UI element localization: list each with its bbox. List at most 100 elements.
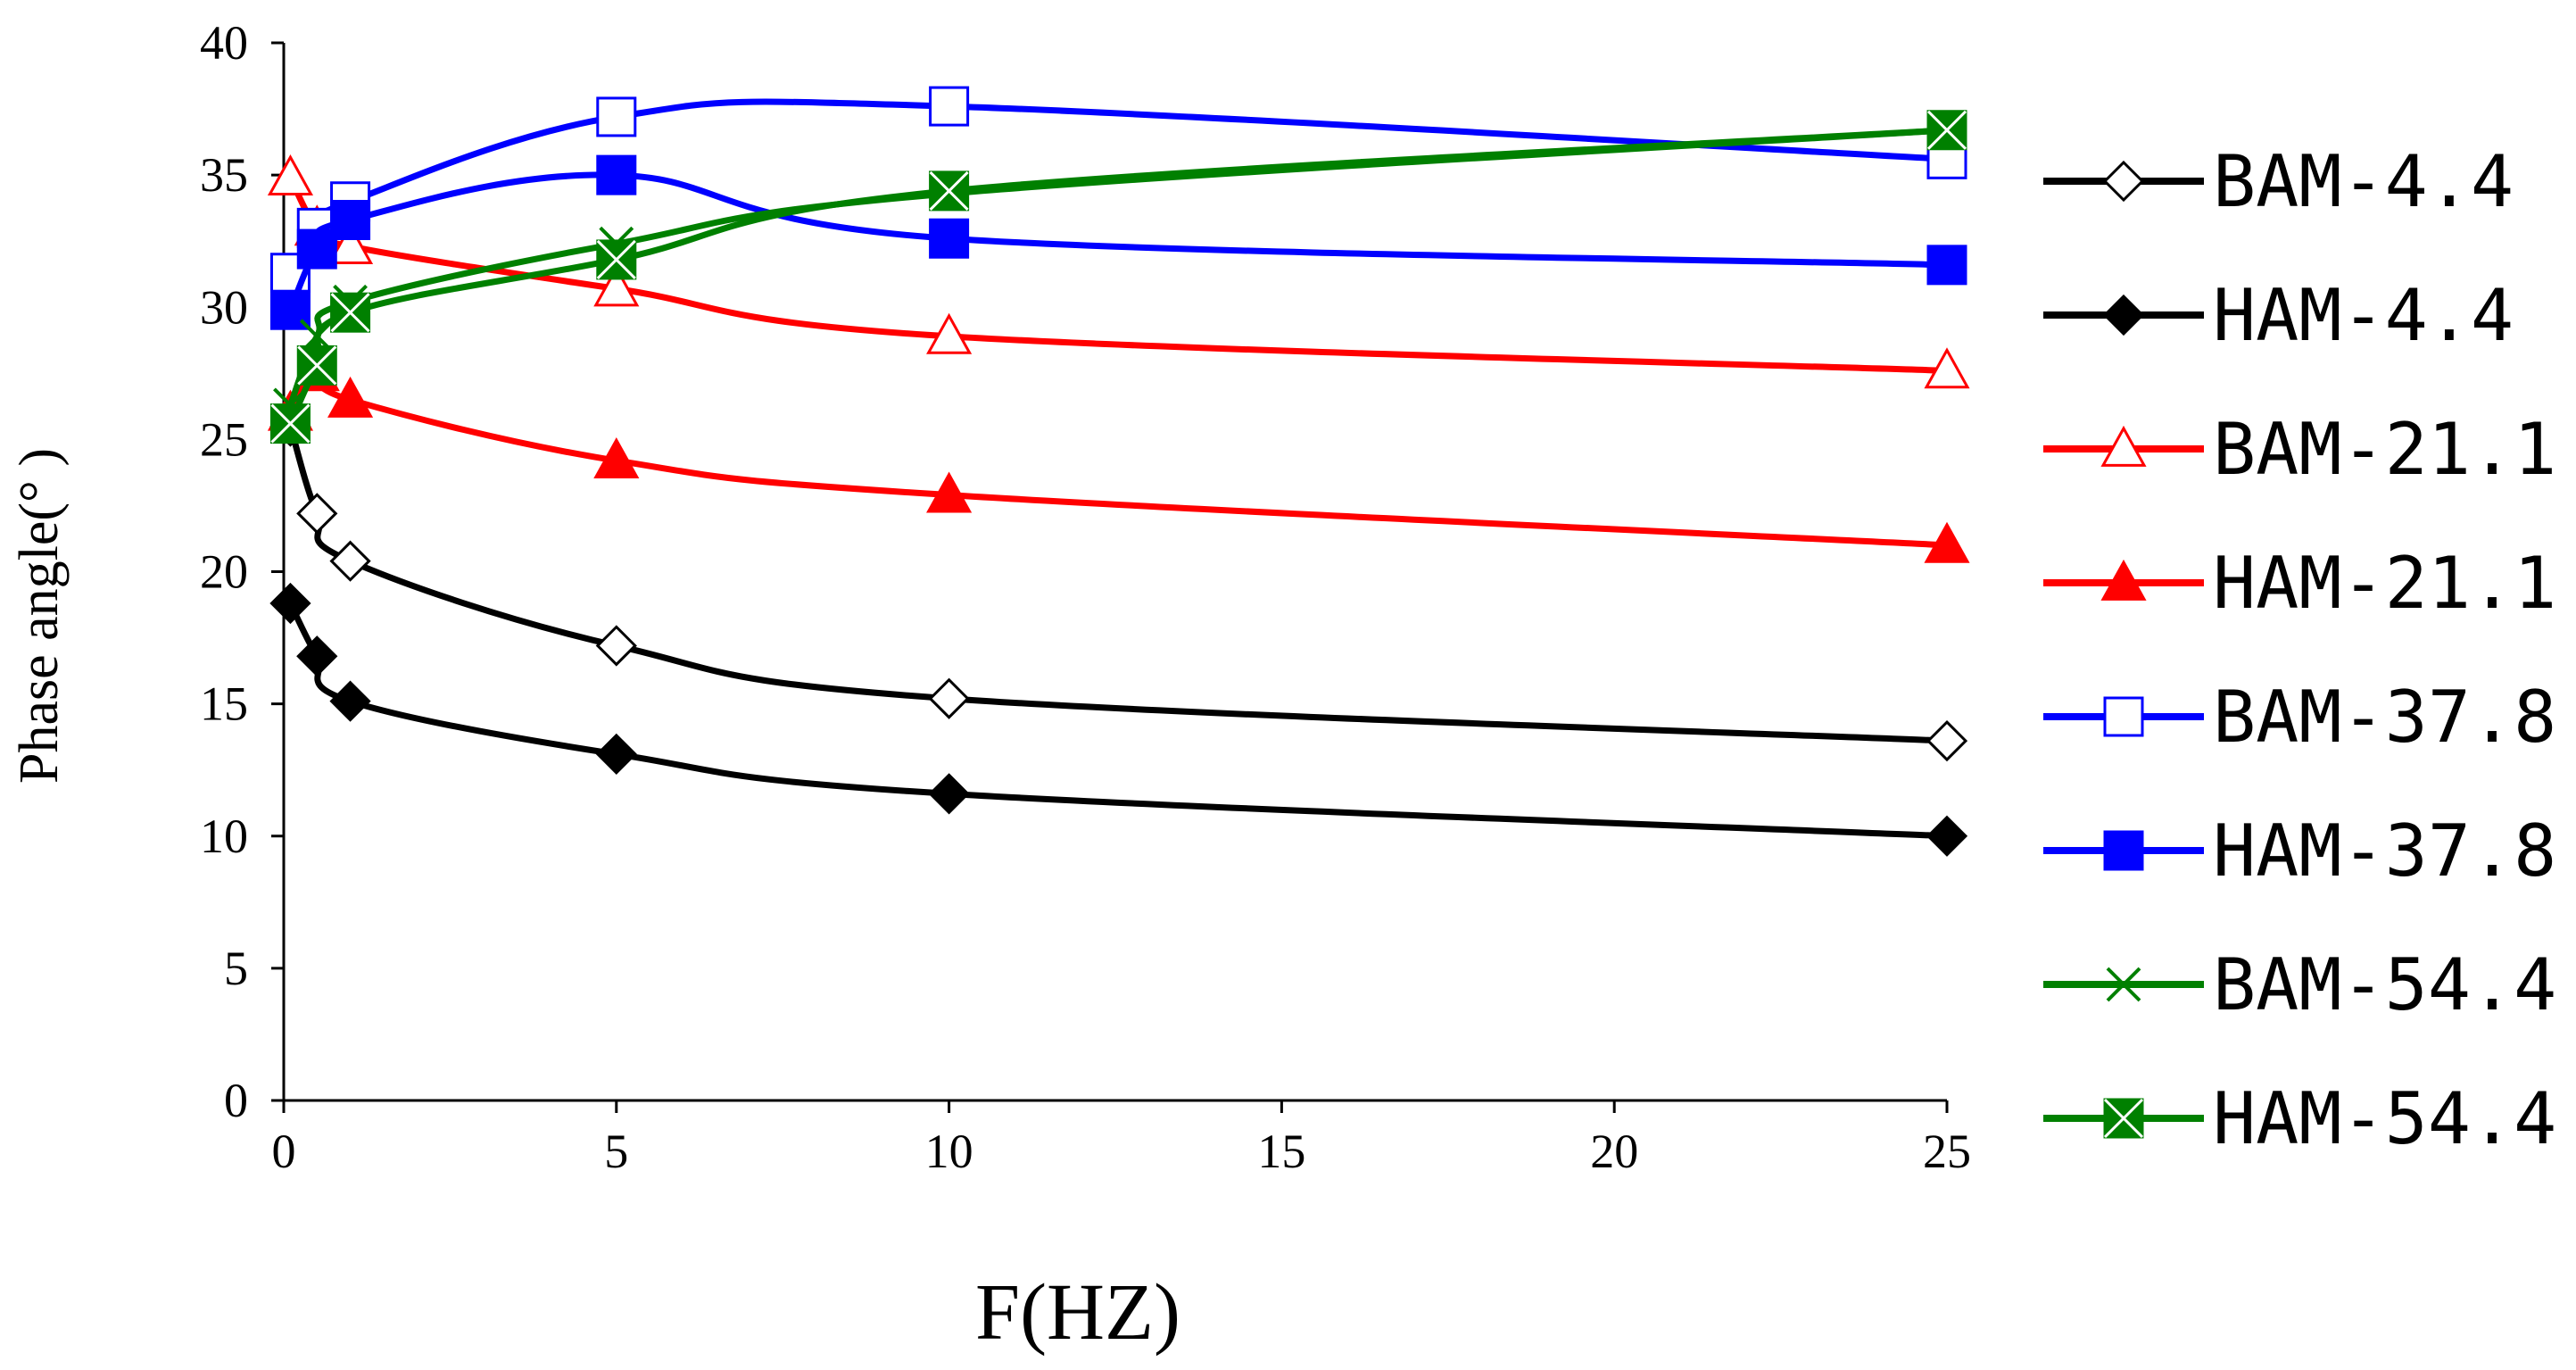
series-line	[287, 171, 1948, 311]
series-line	[287, 602, 1948, 840]
data-point	[330, 199, 371, 240]
data-point	[593, 265, 640, 307]
data-point	[1926, 110, 1967, 151]
y-ticks: 0 5 10 15 20 25 30 35 40	[200, 16, 284, 1127]
series-ham-4-4	[269, 582, 1968, 857]
series-ham-21-1	[267, 350, 1970, 563]
y-tick-label: 5	[224, 942, 248, 995]
legend-item: BAM-37.8	[2043, 676, 2556, 759]
series-layer	[267, 86, 1970, 857]
axes	[282, 43, 1947, 1102]
legend-item: BAM-21.1	[2043, 408, 2556, 491]
data-point	[929, 218, 970, 259]
legend-label: BAM-37.8	[2213, 676, 2556, 759]
x-ticks: 0 5 10 15 20 25	[272, 1100, 1971, 1178]
data-point	[296, 228, 337, 270]
legend-item: HAM-54.4	[2043, 1077, 2556, 1160]
data-point	[267, 154, 314, 195]
legend-marker	[2100, 559, 2147, 601]
series-line	[287, 425, 1948, 744]
legend-label: HAM-21.1	[2213, 542, 2556, 625]
y-tick-label: 0	[224, 1074, 248, 1127]
x-tick-label: 15	[1257, 1125, 1305, 1178]
data-point	[327, 223, 374, 265]
legend-marker	[2106, 967, 2141, 1002]
x-tick-label: 20	[1590, 1125, 1638, 1178]
legend-label: BAM-4.4	[2213, 140, 2514, 223]
legend-item: BAM-54.4	[2043, 943, 2556, 1026]
data-point	[269, 582, 311, 625]
x-axis-title: F(HZ)	[975, 1268, 1180, 1357]
legend-label: BAM-54.4	[2213, 943, 2556, 1026]
data-point	[329, 540, 371, 582]
series-bam-4-4	[269, 405, 1968, 762]
legend-label: BAM-21.1	[2213, 408, 2556, 491]
data-point	[928, 677, 970, 719]
data-point	[596, 96, 637, 137]
data-point	[1926, 719, 1968, 762]
y-tick-label: 40	[200, 16, 248, 70]
data-point	[595, 733, 637, 776]
data-point	[1926, 815, 1968, 857]
series-line	[287, 127, 1948, 426]
data-point	[1924, 347, 1970, 389]
data-point	[296, 493, 338, 535]
data-point	[929, 170, 970, 212]
marker-stroke	[270, 403, 311, 444]
data-point	[593, 436, 640, 478]
marker-stroke	[596, 239, 636, 279]
data-point	[595, 625, 637, 667]
marker-stroke	[2103, 1098, 2144, 1139]
data-point	[596, 154, 637, 195]
data-point	[296, 635, 338, 677]
series-ham-37-8	[269, 154, 1967, 330]
y-tick-label: 30	[200, 280, 248, 334]
legend-item: HAM-21.1	[2043, 542, 2556, 625]
data-point	[269, 403, 311, 444]
data-point	[928, 773, 970, 815]
y-tick-label: 25	[200, 412, 248, 466]
series-line	[287, 369, 1948, 549]
legend-marker	[2103, 1098, 2144, 1139]
x-tick-label: 5	[604, 1125, 628, 1178]
x-tick-label: 25	[1923, 1125, 1971, 1178]
data-point	[269, 289, 311, 330]
x-tick-label: 10	[925, 1125, 973, 1178]
series-ham-54-4	[269, 110, 1967, 444]
data-point	[596, 239, 637, 280]
marker-stroke	[330, 293, 370, 333]
legend: BAM-4.4 HAM-4.4 BAM-21.1 HAM-21.1 BAM-37.8 HA…	[2043, 140, 2556, 1160]
marker-stroke	[297, 345, 337, 386]
legend-item: BAM-4.4	[2043, 140, 2514, 223]
legend-label: HAM-54.4	[2213, 1077, 2556, 1160]
legend-marker	[2103, 696, 2144, 737]
data-point	[926, 312, 973, 354]
legend-item: HAM-37.8	[2043, 810, 2556, 893]
data-point	[329, 680, 371, 722]
marker-stroke	[1926, 110, 1967, 150]
legend-marker	[2103, 830, 2144, 871]
y-axis-title: Phase angle(° )	[9, 448, 70, 784]
legend-marker	[2102, 294, 2145, 336]
x-tick-label: 0	[272, 1125, 296, 1178]
data-point	[929, 86, 970, 127]
series-bam-54-4	[273, 112, 1965, 423]
data-point	[1926, 245, 1967, 286]
data-point	[330, 292, 371, 333]
y-tick-label: 15	[200, 677, 248, 731]
marker-stroke	[929, 170, 969, 211]
y-tick-label: 20	[200, 545, 248, 599]
legend-item: HAM-4.4	[2043, 274, 2514, 357]
data-point	[926, 471, 973, 513]
legend-label: HAM-37.8	[2213, 810, 2556, 893]
series-bam-21-1	[267, 154, 1970, 389]
data-point	[296, 345, 337, 386]
legend-label: HAM-4.4	[2213, 274, 2514, 357]
data-point	[327, 376, 374, 418]
legend-marker	[2100, 425, 2147, 467]
y-tick-label: 35	[200, 148, 248, 202]
data-point	[1924, 521, 1970, 563]
y-tick-label: 10	[200, 810, 248, 863]
legend-marker	[2102, 160, 2145, 203]
